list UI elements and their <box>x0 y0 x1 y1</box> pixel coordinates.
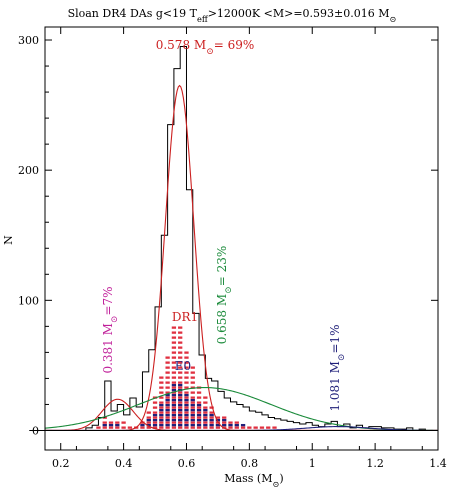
dr1-bar <box>108 421 114 429</box>
y-tick-label: 300 <box>18 34 39 47</box>
dr1-bar <box>96 426 101 429</box>
annotation-low-peak: 0.381 M⊙=7% <box>101 286 120 373</box>
dr1-bar <box>102 416 107 429</box>
dr1-bar <box>140 421 145 429</box>
e0-bar <box>234 423 239 427</box>
dr1-bar <box>127 426 133 429</box>
y-axis-label: N <box>2 235 15 245</box>
gaussian-fit-0 <box>45 84 438 432</box>
gaussian-fits <box>44 84 438 432</box>
x-tick-label: 1.4 <box>429 457 447 470</box>
x-tick-label: 0.2 <box>52 457 70 470</box>
dr1-bar <box>121 421 126 429</box>
e0-bar <box>171 383 177 427</box>
e0-bar <box>146 418 151 427</box>
dr1-histogram <box>96 326 277 429</box>
e0-bar <box>184 393 189 427</box>
e0-bar <box>108 423 114 427</box>
dr1-bar <box>247 426 252 429</box>
dr1-bar <box>178 326 183 429</box>
chart-title: Sloan DR4 DAs g<19 Teff>12000K <M>=0.593… <box>68 7 397 24</box>
axis-ticks: 0.2 0.4 0.6 0.8 1 1.2 1.4 0 100 200 300 <box>18 27 447 470</box>
e0-bar <box>115 423 120 427</box>
dr1-bar <box>253 426 258 429</box>
x-axis-label: Mass (M⊙) <box>224 472 283 489</box>
dr1-bar <box>272 426 277 429</box>
histogram-outline <box>29 46 438 431</box>
e0-bar <box>209 413 214 427</box>
y-tick-label: 200 <box>18 164 39 177</box>
e0-bar <box>240 423 246 427</box>
annotation-dr1: DR1 <box>172 310 198 324</box>
e0-bar <box>222 418 227 427</box>
dr1-bar <box>171 326 177 429</box>
y-tick-label: 100 <box>18 294 39 307</box>
dr1-bar <box>259 426 265 429</box>
x-tick-label: 0.8 <box>241 457 259 470</box>
dr1-bar <box>196 386 202 429</box>
x-tick-label: 0.6 <box>178 457 196 470</box>
dr1-bar <box>190 366 195 429</box>
e0-bar <box>102 423 107 427</box>
main-histogram <box>29 46 438 431</box>
annotation-mid-peak: 0.658 M⊙= 23% <box>215 246 234 345</box>
dr1-bar <box>203 396 208 429</box>
e0-bar <box>152 413 158 427</box>
dr1-bar <box>159 376 164 429</box>
dr1-bar <box>209 406 214 429</box>
dr1-bar <box>266 426 271 429</box>
dr1-bar <box>152 396 158 429</box>
e0-histogram <box>102 383 246 427</box>
dr1-bar <box>115 421 120 429</box>
annotation-main-peak: 0.578 M⊙= 69% <box>156 38 255 57</box>
e0-bar <box>228 423 233 427</box>
e0-bar <box>215 418 221 427</box>
e0-bar <box>190 398 195 427</box>
x-tick-label: 0.4 <box>115 457 133 470</box>
dr1-bar <box>184 351 189 429</box>
dr1-bar <box>228 421 233 429</box>
e0-bar <box>140 423 145 427</box>
dr1-bar <box>165 356 170 429</box>
dr1-bar <box>234 421 239 429</box>
dr1-bar <box>240 426 246 429</box>
e0-bar <box>159 403 164 427</box>
e0-bar <box>196 403 202 427</box>
annotation-e0: E0 <box>175 359 191 373</box>
annotation-high-peak: 1.081 M⊙=1% <box>328 324 347 411</box>
e0-bar <box>165 393 170 427</box>
y-tick-label: 0 <box>32 424 39 437</box>
plot-frame <box>44 26 439 451</box>
e0-bar <box>203 408 208 427</box>
x-tick-label: 1.2 <box>366 457 384 470</box>
dr1-bar <box>146 411 151 429</box>
x-tick-label: 1 <box>309 457 316 470</box>
